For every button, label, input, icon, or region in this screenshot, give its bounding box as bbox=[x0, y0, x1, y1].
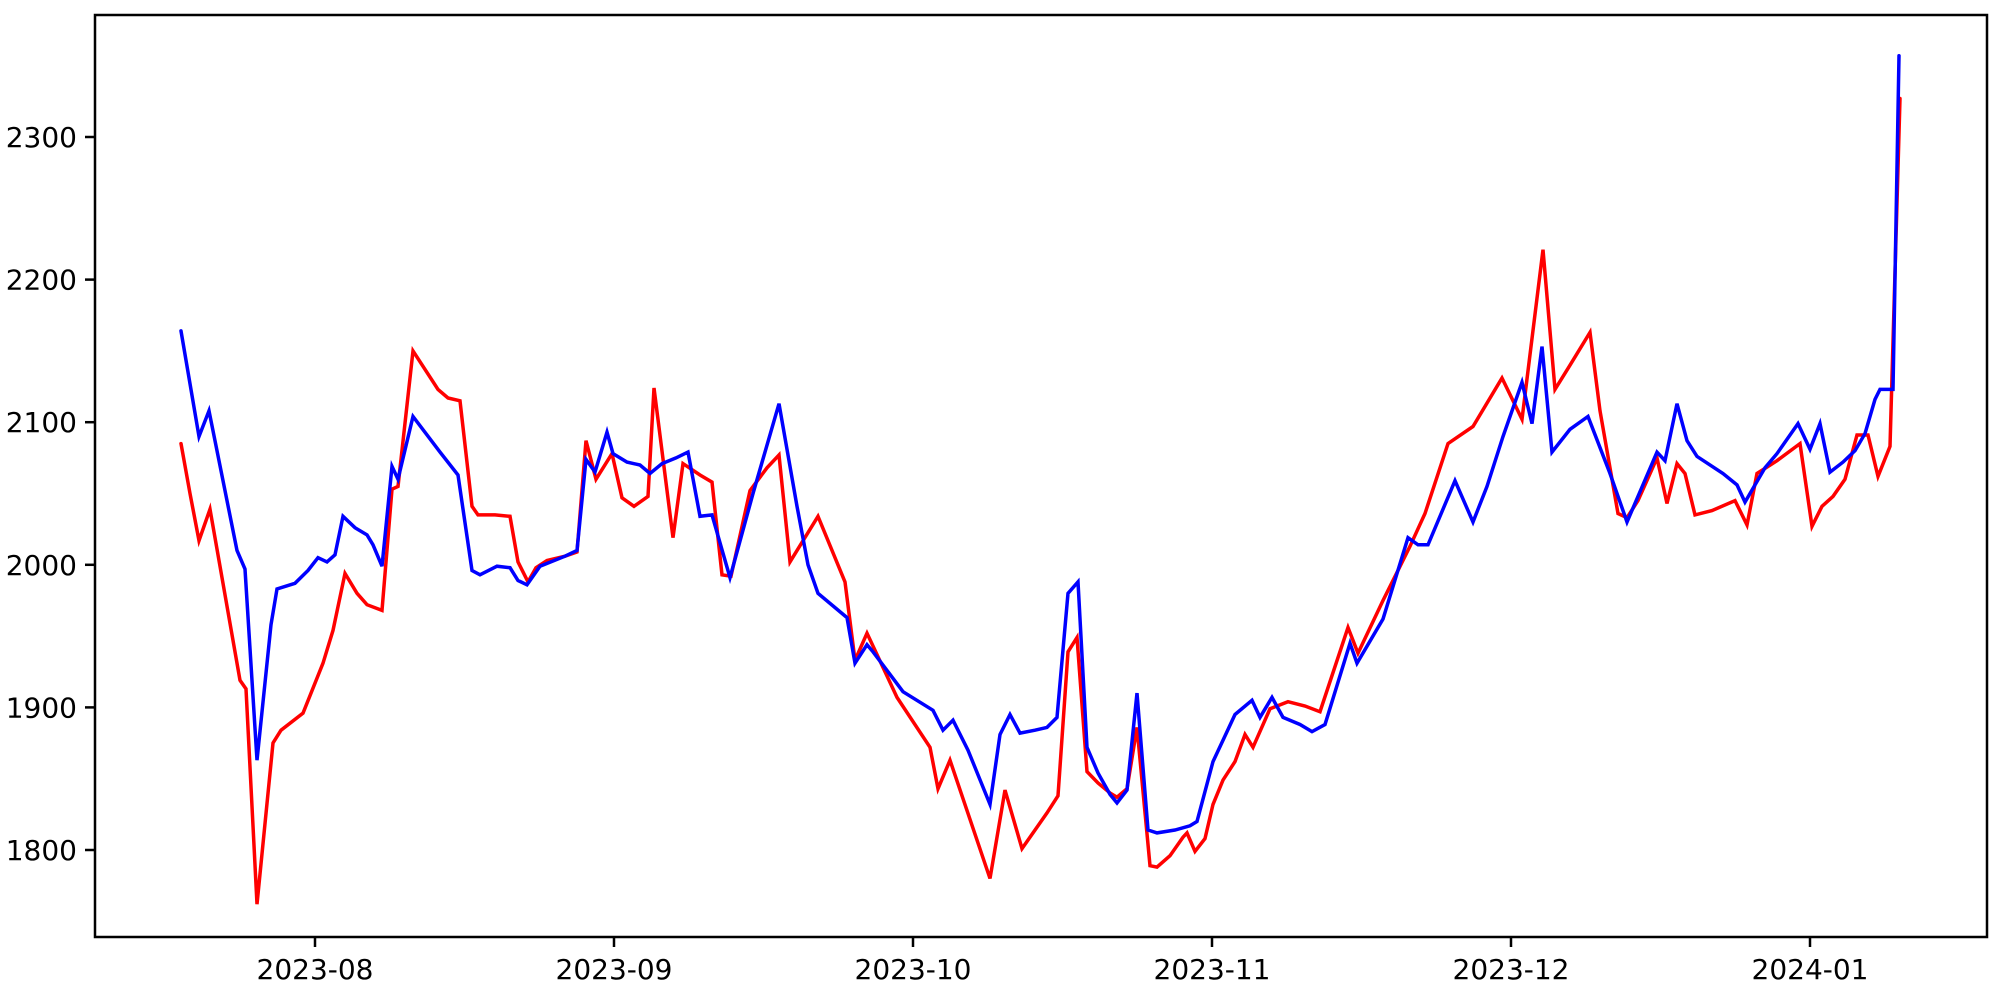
x-tick-label: 2023-10 bbox=[855, 953, 972, 986]
series-blue-line bbox=[179, 53, 1901, 835]
x-tick-label: 2023-08 bbox=[257, 953, 374, 986]
y-tick-label: 2100 bbox=[6, 406, 77, 439]
x-tick-label: 2024-01 bbox=[1752, 953, 1869, 986]
y-tick-label: 1900 bbox=[6, 691, 77, 724]
y-tick-label: 2300 bbox=[6, 121, 77, 154]
y-tick-label: 1800 bbox=[6, 834, 77, 867]
x-tick-label: 2023-11 bbox=[1154, 953, 1271, 986]
x-tick-label: 2023-09 bbox=[556, 953, 673, 986]
x-tick-label: 2023-12 bbox=[1453, 953, 1570, 986]
axes-spines bbox=[93, 13, 1989, 939]
y-tick-label: 2200 bbox=[6, 264, 77, 297]
y-tick-label: 2000 bbox=[6, 549, 77, 582]
plot-area bbox=[95, 15, 1987, 937]
